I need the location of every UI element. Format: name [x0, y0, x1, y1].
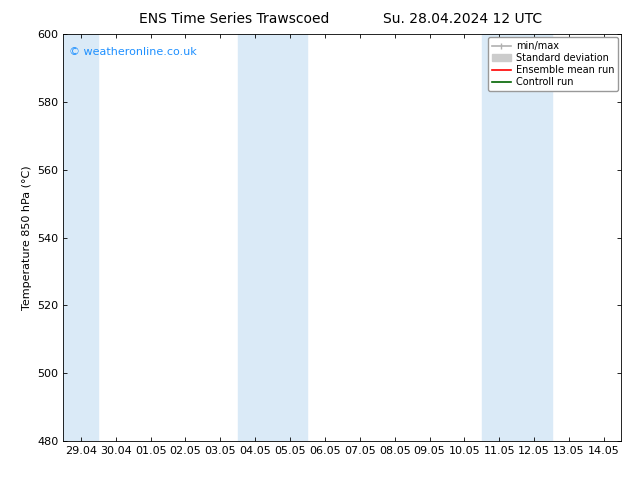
Bar — [63, 34, 98, 441]
Legend: min/max, Standard deviation, Ensemble mean run, Controll run: min/max, Standard deviation, Ensemble me… — [488, 37, 618, 91]
Bar — [482, 34, 552, 441]
Text: Su. 28.04.2024 12 UTC: Su. 28.04.2024 12 UTC — [384, 12, 542, 26]
Bar — [238, 34, 307, 441]
Y-axis label: Temperature 850 hPa (°C): Temperature 850 hPa (°C) — [22, 165, 32, 310]
Text: © weatheronline.co.uk: © weatheronline.co.uk — [69, 47, 197, 56]
Text: ENS Time Series Trawscoed: ENS Time Series Trawscoed — [139, 12, 330, 26]
